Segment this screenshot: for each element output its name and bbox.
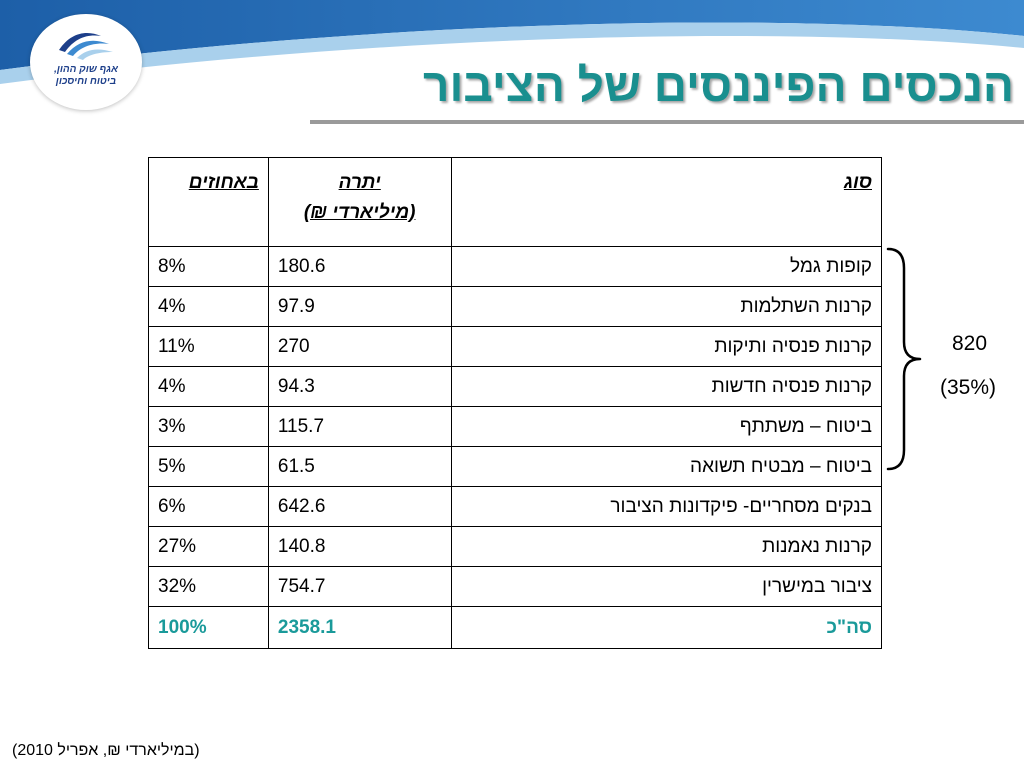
table-row: קרנות השתלמות 97.9 4% (148, 286, 882, 327)
row-balance: 642.6 (267, 486, 452, 527)
table-row: קרנות פנסיה ותיקות 270 11% (148, 326, 882, 367)
logo-line-1: אגף שוק ההון, (54, 64, 118, 75)
row-type: ביטוח – מבטיח תשואה (450, 446, 882, 487)
table-row: בנקים מסחריים- פיקדונות הציבור 642.6 6% (148, 486, 882, 527)
page-title: הנכסים הפיננסים של הציבור (423, 59, 1014, 111)
row-percent: 32% (148, 566, 269, 607)
row-balance: 180.6 (267, 246, 452, 287)
row-balance: 61.5 (267, 446, 452, 487)
table-header-row: סוג יתרה (מיליארדי ₪) באחוזים (148, 157, 882, 247)
header-balance: יתרה (מיליארדי ₪) (267, 157, 452, 247)
row-balance: 97.9 (267, 286, 452, 327)
header-band (0, 0, 1024, 84)
row-type: ציבור במישרין (450, 566, 882, 607)
row-type: קרנות פנסיה חדשות (450, 366, 882, 407)
header-balance-line-1: יתרה (338, 172, 381, 193)
total-balance: 2358.1 (267, 606, 452, 649)
logo-text: אגף שוק ההון, ביטוח וחיסכון (30, 64, 142, 88)
row-percent: 3% (148, 406, 269, 447)
row-percent: 8% (148, 246, 269, 287)
row-balance: 754.7 (267, 566, 452, 607)
assets-table: סוג יתרה (מיליארדי ₪) באחוזים קופות גמל … (148, 157, 882, 649)
table-row: קופות גמל 180.6 8% (148, 246, 882, 287)
bracket-sum-percent: (35%) (940, 376, 997, 399)
row-type: בנקים מסחריים- פיקדונות הציבור (450, 486, 882, 527)
row-percent: 6% (148, 486, 269, 527)
logo-line-2: ביטוח וחיסכון (55, 76, 117, 87)
row-balance: 270 (267, 326, 452, 367)
header-balance-line-2: (מיליארדי ₪) (303, 202, 416, 223)
row-percent: 4% (148, 366, 269, 407)
footnote: (במיליארדי ₪, אפריל 2010) (12, 742, 200, 759)
row-type: קרנות נאמנות (450, 526, 882, 567)
total-type: סה"כ (450, 606, 882, 649)
table-row: קרנות נאמנות 140.8 27% (148, 526, 882, 567)
header-percent: באחוזים (148, 157, 269, 247)
title-divider (310, 120, 1024, 124)
row-type: קרנות פנסיה ותיקות (450, 326, 882, 367)
table-total-row: סה"כ 2358.1 100% (148, 606, 882, 649)
table-row: קרנות פנסיה חדשות 94.3 4% (148, 366, 882, 407)
row-percent: 4% (148, 286, 269, 327)
row-type: קופות גמל (450, 246, 882, 287)
row-percent: 27% (148, 526, 269, 567)
table-row: ביטוח – משתתף 115.7 3% (148, 406, 882, 447)
row-type: ביטוח – משתתף (450, 406, 882, 447)
row-balance: 94.3 (267, 366, 452, 407)
row-percent: 11% (148, 326, 269, 367)
bracket-sum-value: 820 (952, 332, 988, 355)
row-balance: 115.7 (267, 406, 452, 447)
right-brace-icon (886, 247, 922, 471)
row-type: קרנות השתלמות (450, 286, 882, 327)
logo: אגף שוק ההון, ביטוח וחיסכון (30, 14, 142, 110)
bird-wave-logo-icon (59, 32, 113, 60)
total-percent: 100% (148, 606, 269, 649)
table-row: ציבור במישרין 754.7 32% (148, 566, 882, 607)
table-row: ביטוח – מבטיח תשואה 61.5 5% (148, 446, 882, 487)
header-type: סוג (450, 157, 882, 247)
row-balance: 140.8 (267, 526, 452, 567)
row-percent: 5% (148, 446, 269, 487)
